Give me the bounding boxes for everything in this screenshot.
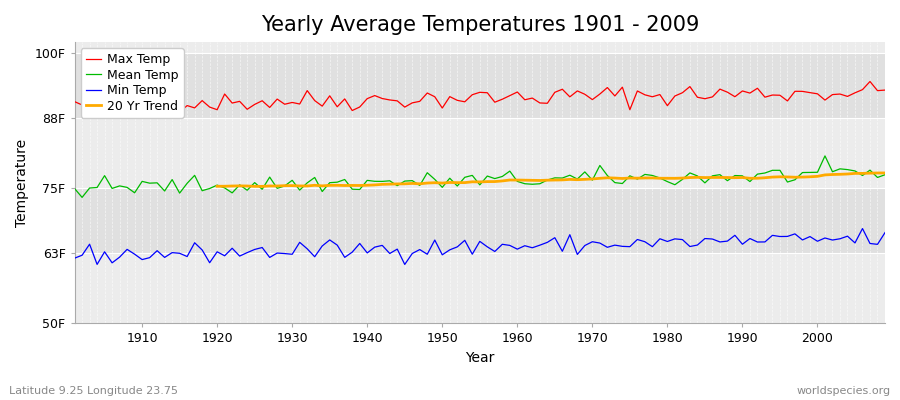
Max Temp [166, 111, 177, 116]
Y-axis label: Temperature: Temperature [15, 139, 29, 227]
Bar [75, 118, 885, 188]
20 Yr Trend [256, 184, 267, 189]
Min Temp [130, 252, 140, 256]
20 Yr Trend [789, 175, 800, 180]
Max Temp [609, 94, 620, 98]
Bar [75, 188, 885, 253]
Min Temp [294, 240, 305, 245]
20 Yr Trend [775, 174, 786, 179]
20 Yr Trend [857, 171, 868, 176]
Mean Temp [519, 181, 530, 186]
Min Temp [512, 247, 523, 252]
Min Temp [879, 230, 890, 235]
20 Yr Trend [685, 175, 696, 180]
20 Yr Trend [879, 170, 890, 175]
Line: Max Temp: Max Temp [75, 82, 885, 113]
Text: worldspecies.org: worldspecies.org [796, 386, 891, 396]
Legend: Max Temp, Mean Temp, Min Temp, 20 Yr Trend: Max Temp, Mean Temp, Min Temp, 20 Yr Tre… [81, 48, 184, 118]
Max Temp [519, 97, 530, 102]
Line: Mean Temp: Mean Temp [75, 156, 885, 197]
Max Temp [346, 108, 357, 113]
Mean Temp [346, 187, 357, 192]
Max Temp [302, 88, 312, 93]
Min Temp [339, 255, 350, 260]
Min Temp [857, 226, 868, 231]
Title: Yearly Average Temperatures 1901 - 2009: Yearly Average Temperatures 1901 - 2009 [261, 15, 699, 35]
Bar [75, 253, 885, 324]
20 Yr Trend [212, 184, 222, 189]
Max Temp [879, 88, 890, 92]
Max Temp [69, 99, 80, 104]
Mean Temp [76, 195, 87, 200]
Mean Temp [820, 154, 831, 158]
Text: Latitude 9.25 Longitude 23.75: Latitude 9.25 Longitude 23.75 [9, 386, 178, 396]
20 Yr Trend [310, 183, 320, 188]
Mean Temp [69, 186, 80, 191]
Min Temp [400, 262, 410, 267]
Mean Temp [879, 172, 890, 177]
Max Temp [130, 104, 140, 108]
Mean Temp [609, 180, 620, 185]
Bar [75, 53, 885, 118]
X-axis label: Year: Year [465, 351, 494, 365]
20 Yr Trend [422, 181, 433, 186]
Min Temp [609, 243, 620, 248]
Max Temp [512, 90, 523, 94]
Min Temp [69, 256, 80, 260]
Line: 20 Yr Trend: 20 Yr Trend [217, 173, 885, 186]
Min Temp [519, 243, 530, 248]
Line: Min Temp: Min Temp [75, 228, 885, 264]
Mean Temp [302, 180, 312, 185]
Mean Temp [137, 179, 148, 184]
Mean Temp [512, 179, 523, 184]
Max Temp [865, 79, 876, 84]
